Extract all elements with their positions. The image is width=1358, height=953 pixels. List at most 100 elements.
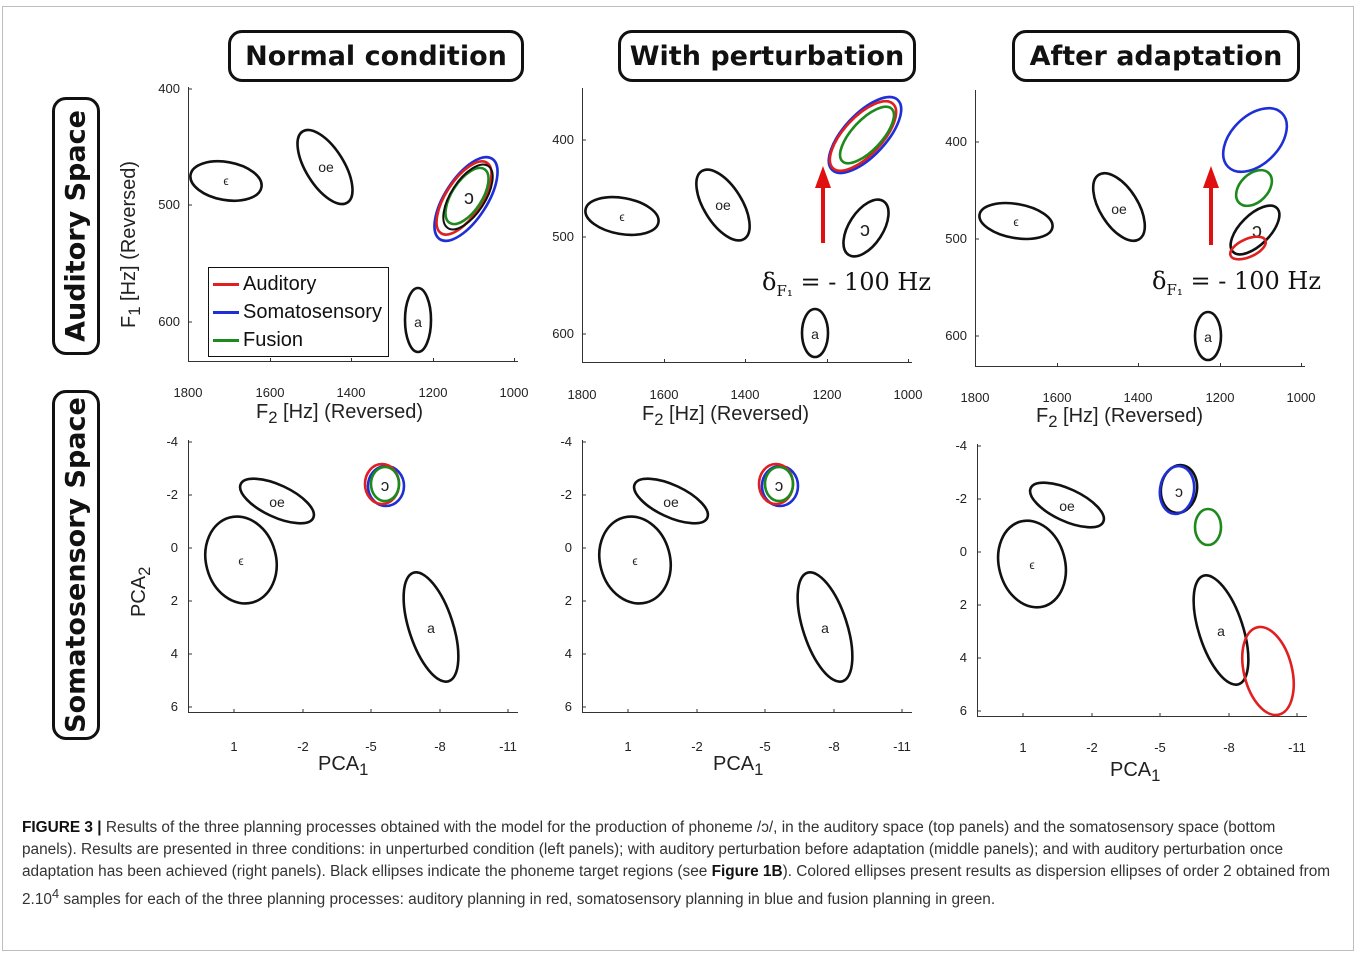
target-ellipse-o bbox=[842, 198, 890, 258]
legend-label-fusion: Fusion bbox=[243, 328, 304, 351]
legend-item-fusion: Fusion bbox=[213, 326, 382, 354]
target-ellipse-e bbox=[598, 515, 672, 605]
phoneme-label-a: a bbox=[414, 314, 422, 330]
phoneme-label-oe: oe bbox=[663, 494, 679, 510]
axis-lines bbox=[582, 440, 912, 713]
phoneme-label-e: ϵ bbox=[1013, 215, 1018, 229]
y-tick-label: 500 bbox=[552, 229, 574, 244]
auditory-xlabel-3: F2 [Hz] (Reversed) bbox=[1036, 405, 1204, 431]
y-tick-label: 2 bbox=[171, 593, 178, 608]
target-ellipse-a bbox=[796, 571, 854, 683]
phoneme-label-e: ϵ bbox=[619, 210, 624, 224]
phoneme-label-e: ϵ bbox=[223, 174, 228, 188]
auditory-panel-perturbation: 1800 1600 1400 1200 1000 400 500 600 ϵ oe a ɔ bbox=[552, 88, 922, 402]
y-tick-label: 4 bbox=[565, 646, 572, 661]
legend-label-somatosensory: Somatosensory bbox=[243, 300, 382, 323]
target-ellipse-a bbox=[1193, 310, 1223, 362]
target-ellipse-o bbox=[442, 163, 494, 231]
auditory-panel-adaptation: 1800 1600 1400 1200 1000 400 500 600 ϵ oe a ɔ bbox=[945, 90, 1315, 405]
x-tick-label: -8 bbox=[1223, 740, 1235, 755]
column-title-perturbation: With perturbation bbox=[618, 30, 916, 82]
x-tick-label: 1800 bbox=[174, 385, 203, 400]
caption-text-3: samples for each of the three planning p… bbox=[59, 891, 996, 909]
y-tick-label: -2 bbox=[955, 491, 967, 506]
x-tick-label: -5 bbox=[1154, 740, 1166, 755]
auditory-ellipse bbox=[1228, 235, 1268, 261]
target-ellipse-e bbox=[584, 195, 660, 237]
y-tick-label: -2 bbox=[166, 487, 178, 502]
auditory-xlabel-1: F2 [Hz] (Reversed) bbox=[256, 401, 424, 427]
y-tick-label: 600 bbox=[552, 326, 574, 341]
somatosensory-ellipse bbox=[1158, 464, 1196, 516]
y-tick-label: 6 bbox=[960, 703, 967, 718]
target-ellipse-a bbox=[800, 307, 830, 359]
phoneme-label-a: a bbox=[821, 620, 829, 636]
somato-xlabel-2: PCA1 bbox=[713, 753, 764, 779]
x-tick-label: -11 bbox=[893, 739, 911, 754]
auditory-panel-normal: 1800 1600 1400 1200 1000 400 500 600 ϵ oe a ɔ bbox=[158, 81, 528, 400]
fusion-ellipse bbox=[369, 465, 401, 503]
auditory-ellipse bbox=[828, 100, 898, 172]
x-tick-label: 1200 bbox=[419, 385, 448, 400]
x-tick-label: -5 bbox=[759, 739, 771, 754]
perturbation-annotation-right: δF₁ = - 100 Hz bbox=[1152, 267, 1321, 299]
x-tick-label: -8 bbox=[828, 739, 840, 754]
somato-ylabel: PCA2 bbox=[128, 566, 154, 617]
phoneme-label-a: a bbox=[1204, 329, 1212, 345]
y-tick-label: 400 bbox=[552, 132, 574, 147]
perturbation-arrow-head bbox=[815, 166, 831, 188]
y-tick-label: 500 bbox=[945, 231, 967, 246]
legend-item-auditory: Auditory bbox=[213, 270, 382, 298]
x-tick-label: -2 bbox=[691, 739, 703, 754]
somatosensory-ellipse bbox=[1221, 106, 1289, 174]
phoneme-label-oe: oe bbox=[1059, 498, 1075, 514]
target-ellipse-oe bbox=[695, 168, 751, 242]
column-title-adaptation: After adaptation bbox=[1012, 30, 1300, 82]
somato-panel-perturbation: 1 -2 -5 -8 -11 -4 -2 0 2 4 6 ϵ oe a ɔ bbox=[560, 434, 912, 754]
somatosensory-ellipse bbox=[827, 95, 903, 175]
y-tick-label: 0 bbox=[960, 544, 967, 559]
y-tick-label: 0 bbox=[565, 540, 572, 555]
auditory-ellipse bbox=[1240, 625, 1296, 717]
somato-xlabel-1: PCA1 bbox=[318, 753, 369, 779]
phoneme-label-oe: oe bbox=[318, 159, 334, 175]
phoneme-label-o: ɔ bbox=[1175, 484, 1183, 501]
auditory-xlabel-2: F2 [Hz] (Reversed) bbox=[642, 403, 810, 429]
phoneme-label-o: ɔ bbox=[1252, 220, 1262, 242]
row-title-auditory: Auditory Space bbox=[52, 97, 100, 355]
auditory-ylabel: F1 [Hz] (Reversed) bbox=[118, 160, 144, 328]
x-tick-label: 1600 bbox=[650, 387, 679, 402]
y-tick-label: 4 bbox=[171, 646, 178, 661]
caption-figure-label: FIGURE 3 | bbox=[22, 819, 102, 836]
target-ellipse-e bbox=[204, 515, 278, 605]
caption-superscript: 4 bbox=[51, 886, 60, 901]
target-ellipse-a bbox=[403, 286, 433, 354]
fusion-ellipse bbox=[1193, 507, 1223, 547]
y-tick-label: 500 bbox=[158, 197, 180, 212]
y-tick-label: -2 bbox=[560, 487, 572, 502]
row-title-auditory-text: Auditory Space bbox=[60, 110, 92, 342]
perturbation-annotation-middle: δF₁ = - 100 Hz bbox=[762, 268, 931, 300]
x-tick-label: 1000 bbox=[500, 385, 529, 400]
caption-text-1: Results of the three planning processes … bbox=[22, 819, 1284, 880]
x-tick-label: -2 bbox=[1086, 740, 1098, 755]
axis-lines bbox=[188, 440, 518, 713]
target-ellipse-oe bbox=[1091, 171, 1147, 243]
y-tick-label: 2 bbox=[565, 593, 572, 608]
x-tick-label: -2 bbox=[297, 739, 309, 754]
target-ellipse-a bbox=[1192, 574, 1250, 686]
x-tick-label: 1200 bbox=[813, 387, 842, 402]
legend-swatch-somatosensory bbox=[213, 310, 239, 314]
figure-frame bbox=[2, 6, 1354, 951]
target-ellipse-e bbox=[978, 201, 1054, 241]
phoneme-label-a: a bbox=[811, 326, 819, 342]
y-tick-label: -4 bbox=[560, 434, 572, 449]
fusion-ellipse bbox=[763, 465, 795, 503]
target-ellipse-oe bbox=[632, 477, 710, 525]
caption-figure-link[interactable]: Figure 1B bbox=[711, 863, 783, 880]
x-tick-label: -11 bbox=[1288, 740, 1306, 755]
fusion-ellipse bbox=[838, 105, 896, 165]
x-tick-label: 1000 bbox=[1287, 390, 1316, 405]
x-tick-label: 1600 bbox=[256, 385, 285, 400]
x-tick-label: 1 bbox=[230, 739, 237, 754]
